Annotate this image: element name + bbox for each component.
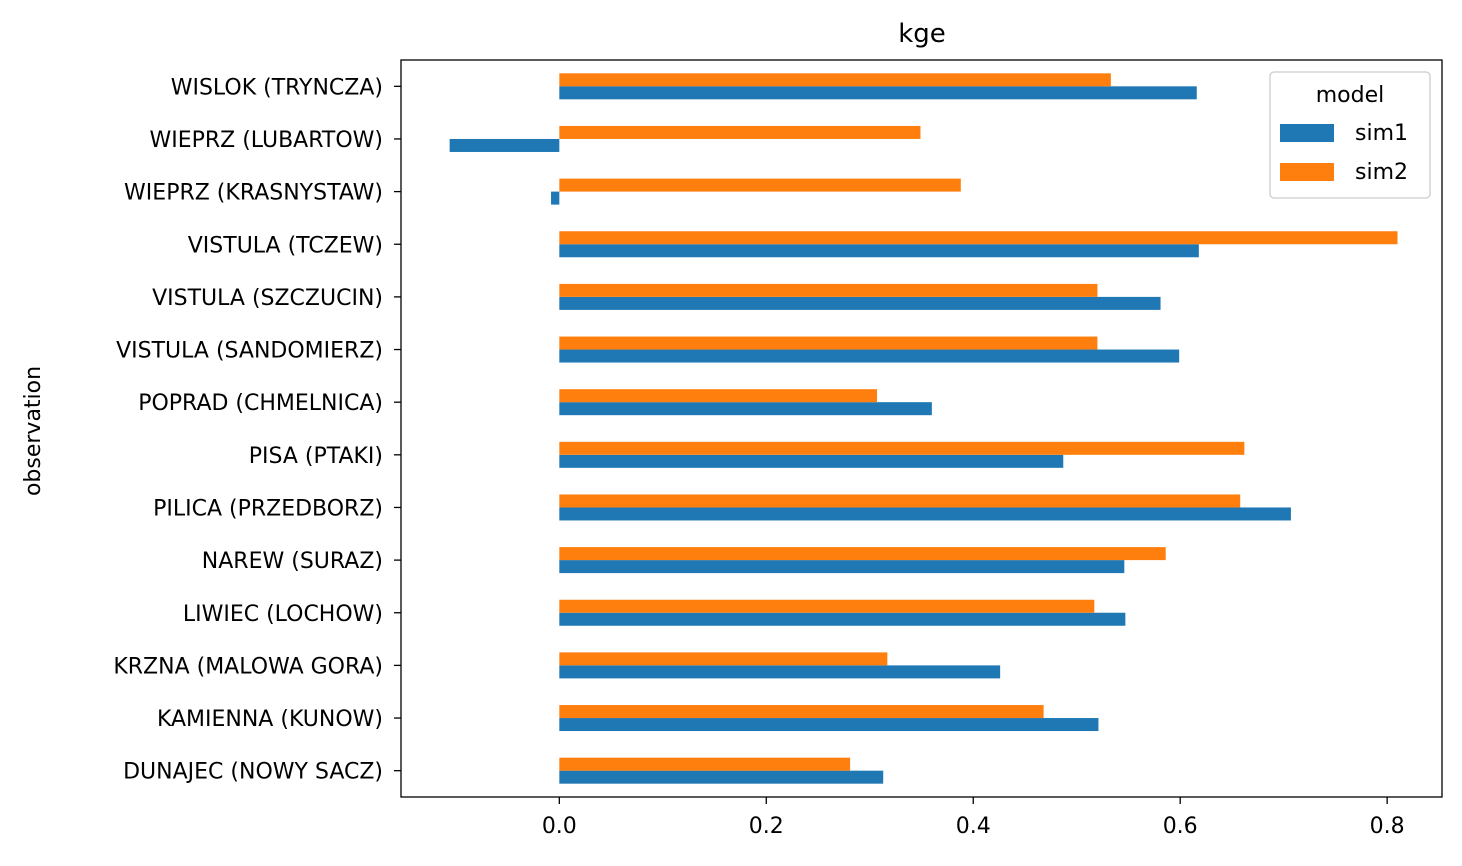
y-tick-label: DUNAJEC (NOWY SACZ) — [123, 760, 383, 785]
bar-sim1 — [449, 138, 560, 152]
bar-sim2 — [559, 178, 961, 192]
y-tick-label: VISTULA (SZCZUCIN) — [152, 286, 383, 311]
legend: model sim1 sim2 — [1269, 71, 1431, 199]
y-tick-label: WISLOK (TRYNCZA) — [171, 75, 383, 100]
chart-title: kge — [898, 19, 946, 49]
bar-sim1 — [559, 718, 1099, 732]
bar-sim2 — [559, 125, 921, 139]
bars-layer — [449, 73, 1398, 784]
bar-sim1 — [559, 507, 1291, 521]
y-tick-label: VISTULA (SANDOMIERZ) — [116, 339, 383, 364]
bar-sim2 — [559, 231, 1398, 245]
bar-sim1 — [559, 770, 884, 784]
bar-sim1 — [559, 560, 1125, 574]
bar-sim2 — [559, 652, 888, 666]
bar-sim1 — [559, 296, 1161, 310]
bar-sim1 — [559, 454, 1064, 468]
bar-sim2 — [559, 336, 1098, 350]
y-tick-label: WIEPRZ (LUBARTOW) — [149, 128, 383, 153]
y-tick-label: KAMIENNA (KUNOW) — [157, 707, 383, 732]
legend-swatch-sim1 — [1280, 124, 1334, 142]
legend-label-sim1: sim1 — [1355, 121, 1408, 146]
legend-label-sim2: sim2 — [1355, 160, 1408, 185]
bar-sim2 — [559, 547, 1166, 561]
bar-sim1 — [559, 244, 1199, 258]
x-tick-label: 0.6 — [1163, 814, 1198, 839]
bar-sim1 — [559, 86, 1197, 100]
bar-sim2 — [559, 494, 1241, 508]
bar-sim2 — [559, 599, 1095, 613]
y-tick-label: WIEPRZ (KRASNYSTAW) — [124, 181, 383, 206]
bar-sim1 — [559, 665, 1001, 679]
bar-sim2 — [559, 757, 851, 771]
x-axis: 0.0 0.2 0.4 0.6 0.8 — [542, 797, 1405, 839]
y-tick-label: VISTULA (TCZEW) — [188, 233, 383, 258]
y-tick-label: PILICA (PRZEDBORZ) — [153, 496, 383, 521]
bar-sim2 — [559, 705, 1044, 719]
x-tick-label: 0.4 — [956, 814, 991, 839]
y-axis-label: observation — [21, 366, 46, 496]
y-tick-label: POPRAD (CHMELNICA) — [138, 391, 383, 416]
bar-sim2 — [559, 441, 1245, 455]
y-tick-label: PISA (PTAKI) — [249, 444, 383, 469]
y-tick-label: NAREW (SURAZ) — [202, 549, 383, 574]
bar-sim2 — [559, 389, 878, 403]
y-tick-label: LIWIEC (LOCHOW) — [183, 602, 383, 627]
bar-sim1 — [559, 612, 1126, 626]
y-axis: DUNAJEC (NOWY SACZ) KAMIENNA (KUNOW) KRZNA… — [113, 75, 401, 785]
y-tick-label: KRZNA (MALOWA GORA) — [113, 654, 383, 679]
legend-title: model — [1316, 83, 1385, 108]
bar-sim1 — [559, 349, 1180, 363]
bar-sim2 — [559, 73, 1111, 87]
bar-sim2 — [559, 283, 1098, 297]
x-tick-label: 0.2 — [749, 814, 784, 839]
bar-sim1 — [559, 402, 932, 416]
legend-swatch-sim2 — [1280, 163, 1334, 181]
plot-frame — [400, 59, 1443, 798]
x-tick-label: 0.0 — [542, 814, 577, 839]
bar-sim1 — [551, 191, 560, 205]
x-tick-label: 0.8 — [1370, 814, 1405, 839]
